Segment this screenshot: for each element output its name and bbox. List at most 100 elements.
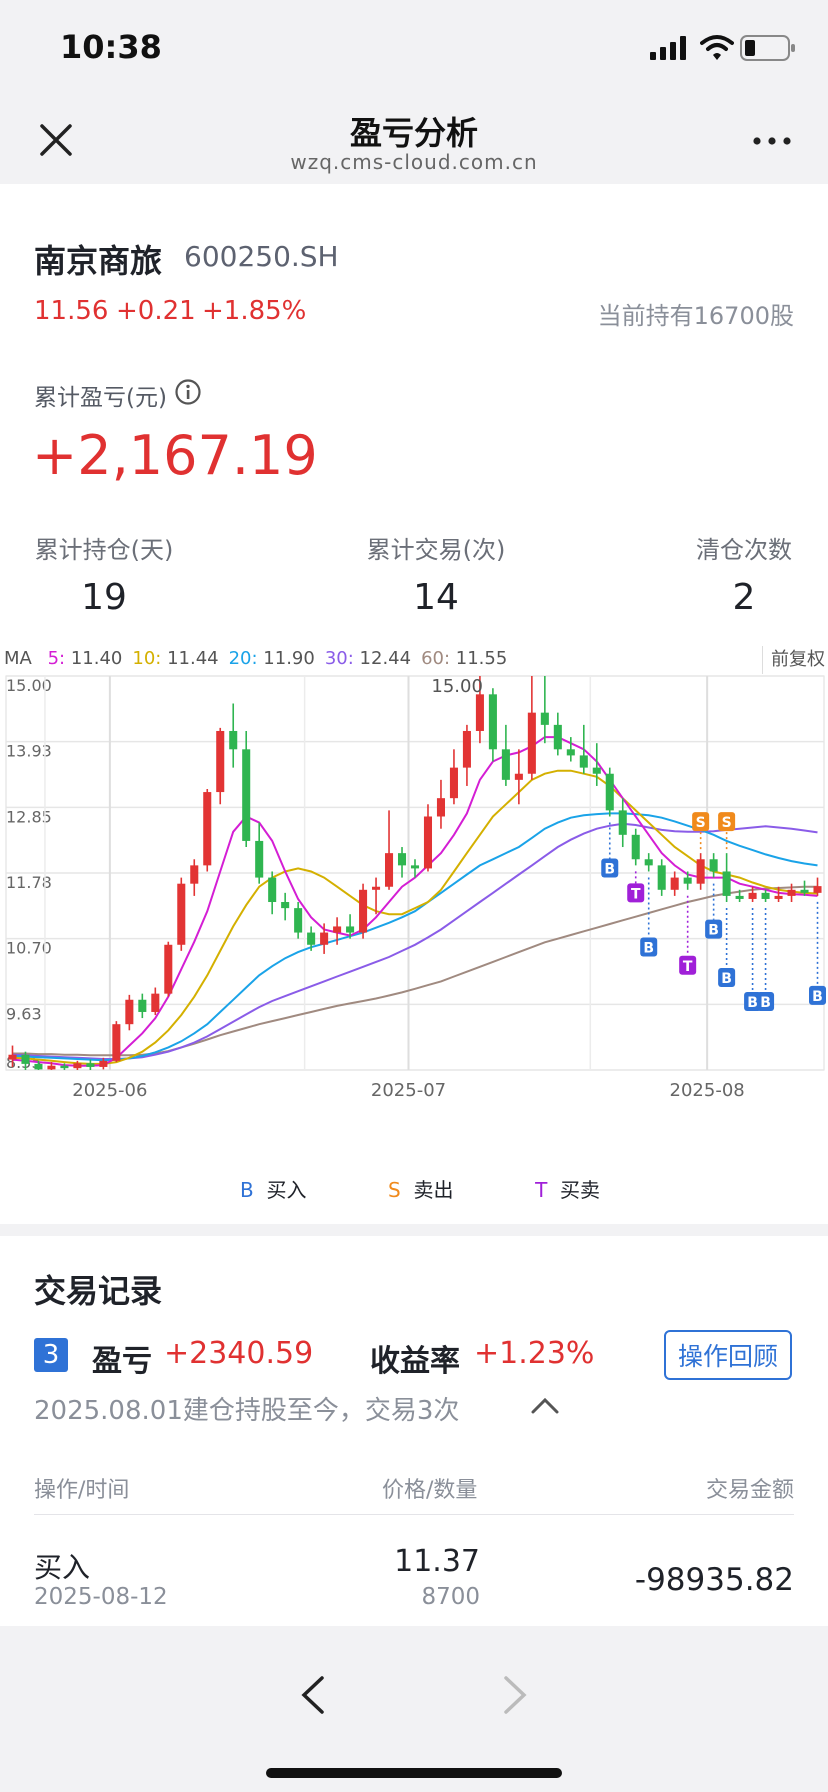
trade-marker <box>809 985 827 1005</box>
trade-marker-letter: B <box>643 940 654 956</box>
y-tick-label: 11.78 <box>6 873 52 892</box>
header-amount: 交易金额 <box>705 1478 794 1503</box>
candle-body <box>605 773 614 811</box>
candle-body <box>462 730 471 768</box>
candle-body <box>138 999 147 1012</box>
kline-chart[interactable]: 15.0013.9312.8511.7810.709.638.552025-06… <box>0 674 828 1134</box>
y-tick-label: 13.93 <box>6 742 52 761</box>
trade-marker <box>601 858 619 878</box>
ma5-line <box>12 736 818 1067</box>
candle-body <box>488 694 497 750</box>
trade-marker-letter: B <box>760 995 771 1011</box>
candle-body <box>190 865 199 884</box>
candle-body <box>177 883 186 945</box>
header-price-qty: 价格/数量 <box>382 1478 478 1503</box>
close-icon[interactable] <box>38 122 74 158</box>
ma30-line <box>12 822 818 1060</box>
stat-value: 19 <box>81 577 127 618</box>
row-date: 2025-08-12 <box>34 1584 168 1610</box>
candle-body <box>761 892 770 899</box>
ma20-line <box>12 812 818 1062</box>
candle-body <box>592 767 601 774</box>
stat-label: 累计交易(次) <box>366 536 506 564</box>
candle-body <box>112 1024 121 1061</box>
trade-marker <box>744 992 762 1012</box>
candle-body <box>722 871 731 896</box>
page-title: 盈亏分析 <box>349 114 478 152</box>
trade-marker-letter: B <box>708 923 719 939</box>
candle-body <box>385 853 394 887</box>
candle-body <box>748 892 757 899</box>
x-tick-label: 2025-08 <box>670 1080 745 1101</box>
trade-marker <box>757 992 775 1012</box>
trade-marker-letter: B <box>721 971 732 987</box>
holding-shares: 当前持有16700股 <box>597 302 794 330</box>
x-tick-label: 2025-06 <box>72 1080 147 1101</box>
stock-code: 600250.SH <box>184 240 339 273</box>
candle-body <box>475 694 484 731</box>
ma-item: 20: 11.90 <box>228 648 315 669</box>
y-tick-label: 9.63 <box>6 1004 42 1023</box>
trade-marker-letter: S <box>722 815 732 831</box>
adjust-label: 前复权 <box>771 649 825 670</box>
back-arrow-icon[interactable] <box>298 1674 328 1716</box>
candle-body <box>527 712 536 774</box>
trade-marker <box>627 883 645 903</box>
candle-body <box>242 749 251 841</box>
adjust-toggle[interactable]: 前复权 <box>762 646 825 674</box>
candle-body <box>359 889 368 933</box>
battery-icon <box>740 35 795 61</box>
ma-item: 30: 12.44 <box>324 648 412 669</box>
candle-body <box>34 1063 43 1070</box>
trade-marker-letter: B <box>747 995 758 1011</box>
info-icon[interactable] <box>174 378 202 406</box>
candle-body <box>800 889 809 893</box>
table-row[interactable]: 买入 2025-08-12 11.37 8700 -98935.82 <box>0 1526 828 1626</box>
row-action: 买入 <box>34 1551 91 1584</box>
chevron-up-icon[interactable] <box>530 1396 560 1416</box>
trade-marker-letter: T <box>631 886 641 902</box>
ma-item: 5: 11.40 <box>47 648 123 669</box>
candle-body <box>657 865 666 890</box>
trade-marker <box>679 955 697 975</box>
nav-bar: 盈亏分析 wzq.cms-cloud.com.cn <box>0 100 828 184</box>
cellular-signal-icon <box>650 36 686 60</box>
candle-body <box>631 834 640 860</box>
stock-price: 11.56 <box>34 296 109 326</box>
stat-label: 累计持仓(天) <box>34 536 174 564</box>
candle-body <box>774 895 783 899</box>
candle-body <box>410 865 420 869</box>
row-amount: -98935.82 <box>634 1562 794 1598</box>
stat-clear-count: 清仓次数 2 <box>692 530 796 618</box>
candle-body <box>813 886 822 893</box>
trade-summary: 2025.08.01建仓持股至今，交易3次 <box>34 1396 460 1426</box>
ma-prefix: MA <box>4 648 32 669</box>
candle-body <box>60 1065 69 1069</box>
trade-rate-value: +1.23% <box>474 1336 595 1371</box>
candle-body <box>372 886 381 890</box>
candle-body <box>553 724 562 750</box>
candle-body <box>514 773 523 780</box>
trade-marker <box>692 812 710 832</box>
candle-body <box>333 926 342 933</box>
trade-record-card: 交易记录 3 盈亏 +2340.59 收益率 +1.23% 操作回顾 2025.… <box>0 1236 828 1626</box>
trade-marker-letter: T <box>683 959 693 975</box>
candle-body <box>566 749 575 756</box>
candle-body <box>540 712 549 725</box>
header-action-time: 操作/时间 <box>34 1478 130 1503</box>
pnl-value: +2,167.19 <box>32 424 318 487</box>
y-tick-label: 12.85 <box>6 807 52 826</box>
y-tick-label: 10.70 <box>6 939 52 958</box>
row-price: 11.37 <box>394 1544 480 1579</box>
review-button[interactable]: 操作回顾 <box>664 1330 793 1380</box>
pnl-label: 累计盈亏(元) <box>34 385 167 411</box>
trade-marker-letter: B <box>604 861 615 877</box>
more-options-icon[interactable] <box>752 136 792 146</box>
stock-change-pct: +1.85% <box>202 296 307 326</box>
stat-value: 14 <box>413 577 459 618</box>
forward-arrow-icon[interactable] <box>500 1674 530 1716</box>
candle-body <box>125 999 134 1025</box>
candle-body <box>8 1054 17 1060</box>
marker-legend: B 买入 S 卖出 T 买卖 <box>240 1174 600 1203</box>
legend-buy: B 买入 <box>240 1178 307 1202</box>
